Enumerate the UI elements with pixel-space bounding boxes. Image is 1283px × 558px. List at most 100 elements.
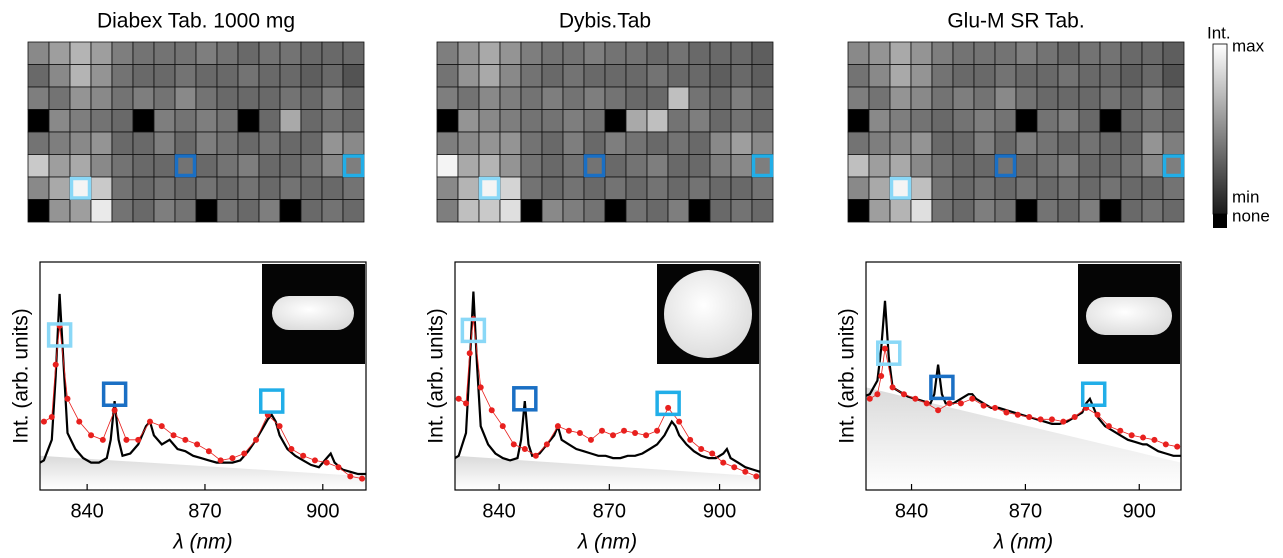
heatmap-cell (111, 131, 134, 155)
heatmap-cell (1015, 64, 1038, 88)
heatmap-cell (1015, 176, 1038, 200)
heatmap-title: Diabex Tab. 1000 mg (97, 10, 295, 33)
highlight-box (174, 154, 197, 178)
data-point (1060, 418, 1067, 425)
heatmap-cell (730, 131, 753, 155)
heatmap-cell (910, 199, 933, 223)
heatmap-cell (1036, 64, 1059, 88)
heatmap-cell (994, 41, 1017, 65)
heatmap-cell (478, 109, 501, 133)
heatmap-cell (973, 131, 996, 155)
data-point (323, 459, 330, 466)
heatmap-cell (111, 199, 134, 223)
heatmap-cell (730, 199, 753, 223)
heatmap-cell (69, 154, 92, 178)
data-point (742, 468, 749, 475)
data-point (135, 436, 142, 443)
heatmap-cell (625, 109, 648, 133)
heatmap-cell (952, 41, 975, 65)
spectrum-line (455, 291, 760, 473)
heatmap-cell (237, 154, 260, 178)
heatmap-cell (258, 109, 281, 133)
data-point (957, 400, 964, 407)
heatmap-cell (436, 176, 459, 200)
heatmap-cell (258, 86, 281, 110)
heatmap-cell (1162, 176, 1185, 200)
heatmap-cell (321, 41, 344, 65)
heatmap-cell (111, 64, 134, 88)
x-tick-label: 840 (895, 500, 928, 522)
heatmap-cell (436, 109, 459, 133)
heatmap-cell (1141, 86, 1164, 110)
data-point (1117, 427, 1124, 434)
heatmap-cell (499, 176, 522, 200)
heatmap-cell (27, 199, 50, 223)
heatmap-cell (499, 154, 522, 178)
heatmap-cell (90, 154, 113, 178)
heatmap-cell (132, 199, 155, 223)
heatmap-cell (174, 64, 197, 88)
heatmap-cell (457, 86, 480, 110)
heatmap-cell (709, 154, 732, 178)
data-point (455, 395, 462, 402)
heatmap-cell (132, 154, 155, 178)
heatmap-cell (847, 154, 870, 178)
heatmap-cell (583, 41, 606, 65)
heatmap-cell (1057, 86, 1080, 110)
heatmap-cell (847, 131, 870, 155)
heatmap-cell (973, 41, 996, 65)
heatmap-cell (520, 131, 543, 155)
heatmap-cell (604, 86, 627, 110)
heatmap-cell (1120, 176, 1143, 200)
heatmap-cell (847, 64, 870, 88)
heatmap-cell (1078, 176, 1101, 200)
data-point (1026, 414, 1033, 421)
heatmap-cell (153, 41, 176, 65)
heatmap-cell (499, 199, 522, 223)
heatmap-cell (174, 131, 197, 155)
heatmap-cell (541, 154, 564, 178)
heatmap-cell (751, 199, 774, 223)
heatmap-cell (688, 176, 711, 200)
heatmap-cell (667, 64, 690, 88)
data-point (1094, 411, 1101, 418)
heatmap-cell (279, 154, 302, 178)
insets (262, 264, 1180, 364)
heatmap-cell (237, 131, 260, 155)
heatmap-cell (751, 131, 774, 155)
data-point (488, 407, 495, 414)
heatmap-cell (1162, 199, 1185, 223)
heatmap-cell (952, 109, 975, 133)
heatmap-cell (646, 176, 669, 200)
heatmap-cell (730, 64, 753, 88)
spectrum-line (866, 300, 1181, 457)
heatmap-cell (973, 64, 996, 88)
heatmap-cell (132, 131, 155, 155)
heatmap-cell (931, 154, 954, 178)
data-point (1162, 441, 1169, 448)
heatmap-cell (1141, 199, 1164, 223)
heatmap-cell (847, 41, 870, 65)
heatmap-cell (478, 199, 501, 223)
heatmap-cell (889, 86, 912, 110)
background-fluorescence (455, 455, 760, 490)
heatmap-cell (457, 154, 480, 178)
data-point (598, 427, 605, 434)
heatmap-cell (868, 199, 891, 223)
data-point (878, 373, 885, 379)
data-point (532, 452, 539, 459)
heatmap-cell (604, 176, 627, 200)
heatmap-cell (667, 109, 690, 133)
highlight-box (889, 176, 912, 200)
heatmap-cell (952, 64, 975, 88)
heatmap-cell (258, 199, 281, 223)
data-point (1037, 416, 1044, 423)
heatmap-cell (216, 86, 239, 110)
heatmap-cell (1162, 131, 1185, 155)
heatmap-cell (321, 64, 344, 88)
data-point (40, 418, 47, 425)
heatmap-cell (646, 131, 669, 155)
heatmap-cell (889, 199, 912, 223)
data-point (874, 391, 881, 398)
tablet (1086, 297, 1172, 335)
